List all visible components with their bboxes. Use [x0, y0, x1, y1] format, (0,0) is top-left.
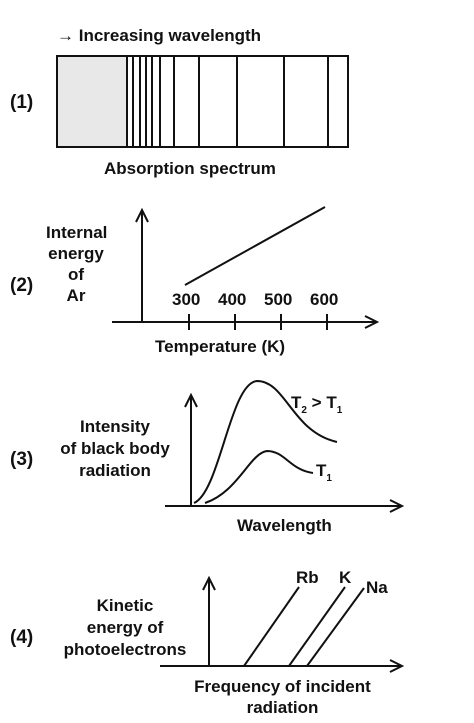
panel4-number: (4): [10, 627, 34, 648]
tick-label-400: 400: [218, 290, 247, 309]
panel3-axes: [165, 379, 405, 513]
tick-label-500: 500: [264, 290, 293, 309]
curve-t1-label: T1: [316, 461, 332, 484]
right-arrow-icon: →: [57, 26, 74, 45]
absorption-spectrum-caption: Absorption spectrum: [104, 159, 276, 178]
panel2-axes: [112, 206, 380, 330]
panel3-number: (3): [10, 449, 34, 470]
y-axis-arrowhead: [184, 392, 198, 408]
ylabel-line-2: energy: [48, 244, 104, 263]
ylabel-line-1: Kinetic: [96, 596, 154, 615]
ylabel-line-3: radiation: [79, 461, 151, 480]
ylabel-line-3: photoelectrons: [63, 640, 187, 659]
panel2-number: (2): [10, 275, 34, 296]
na-label: Na: [366, 578, 388, 597]
x-axis-arrowhead: [364, 315, 380, 329]
absorption-spectrum-box: [56, 55, 349, 148]
line-na: [306, 587, 365, 667]
temperature-axis-label: Temperature (K): [155, 337, 286, 356]
x-axis-arrowhead: [389, 659, 405, 673]
ylabel-line-2: energy of: [86, 618, 164, 637]
frequency-axis-label-line-1: Frequency of incident: [194, 677, 371, 696]
x-axis-arrowhead: [389, 499, 405, 513]
line-k: [288, 586, 346, 667]
spectrum-shaded-region: [56, 55, 128, 148]
k-label: K: [339, 568, 352, 587]
panel1-number: (1): [10, 92, 34, 113]
tick-label-600: 600: [310, 290, 339, 309]
ylabel-line-1: Intensity: [80, 417, 150, 436]
ylabel-line-4: Ar: [66, 286, 86, 305]
spectral-lines: [132, 56, 329, 147]
curve-t2: [193, 379, 338, 504]
ylabel-line-2: of black body: [60, 439, 170, 458]
y-axis-arrowhead: [202, 575, 216, 591]
line-rb: [243, 586, 300, 667]
rb-label: Rb: [296, 568, 319, 587]
ylabel-line-3: of: [67, 265, 85, 284]
curve-t2-label: T2 > T1: [291, 393, 343, 416]
tick-label-300: 300: [172, 290, 201, 309]
increasing-wavelength-label: Increasing wavelength: [78, 26, 262, 45]
panel1-heading: → Increasing wavelength: [57, 26, 261, 45]
curve-t1: [204, 449, 314, 504]
ylabel-line-1: Internal: [46, 223, 108, 242]
y-axis-arrowhead: [135, 207, 149, 223]
panel4-axes: [160, 575, 405, 673]
wavelength-axis-label: Wavelength: [237, 516, 332, 535]
internal-energy-line: [184, 206, 326, 286]
frequency-axis-label-line-2: radiation: [246, 698, 319, 717]
